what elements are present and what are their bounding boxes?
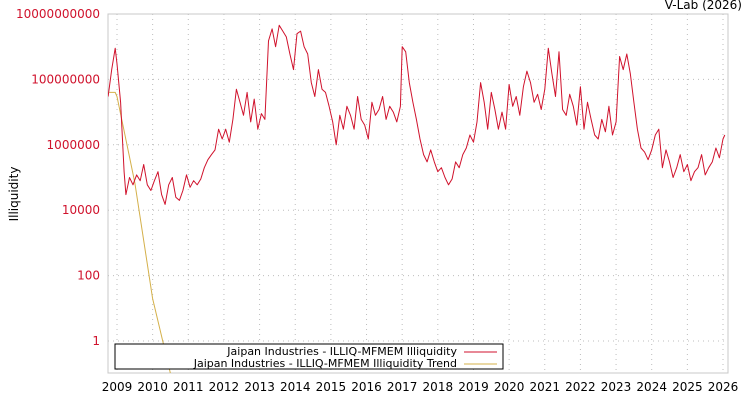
- x-tick-label: 2017: [387, 380, 418, 394]
- x-tick-label: 2021: [529, 380, 560, 394]
- x-tick-label: 2014: [280, 380, 311, 394]
- x-tick-label: 2012: [209, 380, 240, 394]
- x-tick-label: 2018: [423, 380, 454, 394]
- y-tick-label: 10000: [62, 203, 100, 217]
- x-tick-label: 2022: [565, 380, 596, 394]
- y-axis-ticks: 10000000000 100000000 1000000 10000 100 1: [16, 7, 100, 348]
- y-tick-label: 100: [77, 269, 100, 283]
- x-tick-label: 2023: [601, 380, 632, 394]
- x-axis-ticks: 2009 2010 2011 2012 2013 2014 2015 2016 2017 2018…: [102, 380, 739, 394]
- grid: [108, 13, 728, 373]
- y-tick-label: 1000000: [47, 138, 100, 152]
- x-tick-label: 2015: [316, 380, 347, 394]
- x-tick-label: 2010: [137, 380, 168, 394]
- illiquidity-series-line: [108, 24, 726, 205]
- x-tick-label: 2016: [351, 380, 382, 394]
- x-tick-label: 2024: [636, 380, 667, 394]
- y-axis-label: Illiquidity: [7, 167, 21, 222]
- x-tick-label: 2019: [458, 380, 489, 394]
- x-tick-label: 2011: [173, 380, 204, 394]
- y-tick-label: 10000000000: [16, 7, 100, 21]
- x-tick-label: 2009: [102, 380, 133, 394]
- x-tick-label: 2020: [494, 380, 525, 394]
- credit-label: V-Lab (2026): [665, 0, 742, 12]
- legend-label-trend: Jaipan Industries - ILLIQ-MFMEM Illiquid…: [193, 357, 457, 370]
- plot-frame: [107, 13, 729, 374]
- y-tick-label: 100000000: [31, 72, 100, 86]
- legend-label-illiquidity: Jaipan Industries - ILLIQ-MFMEM Illiquid…: [226, 345, 457, 358]
- legend-box: [114, 343, 504, 370]
- x-tick-label: 2013: [244, 380, 275, 394]
- legend: Jaipan Industries - ILLIQ-MFMEM Illiquid…: [114, 343, 504, 370]
- trend-series-line: [109, 91, 171, 373]
- y-tick-label: 1: [92, 334, 100, 348]
- x-tick-label: 2025: [672, 380, 703, 394]
- x-tick-label: 2026: [708, 380, 739, 394]
